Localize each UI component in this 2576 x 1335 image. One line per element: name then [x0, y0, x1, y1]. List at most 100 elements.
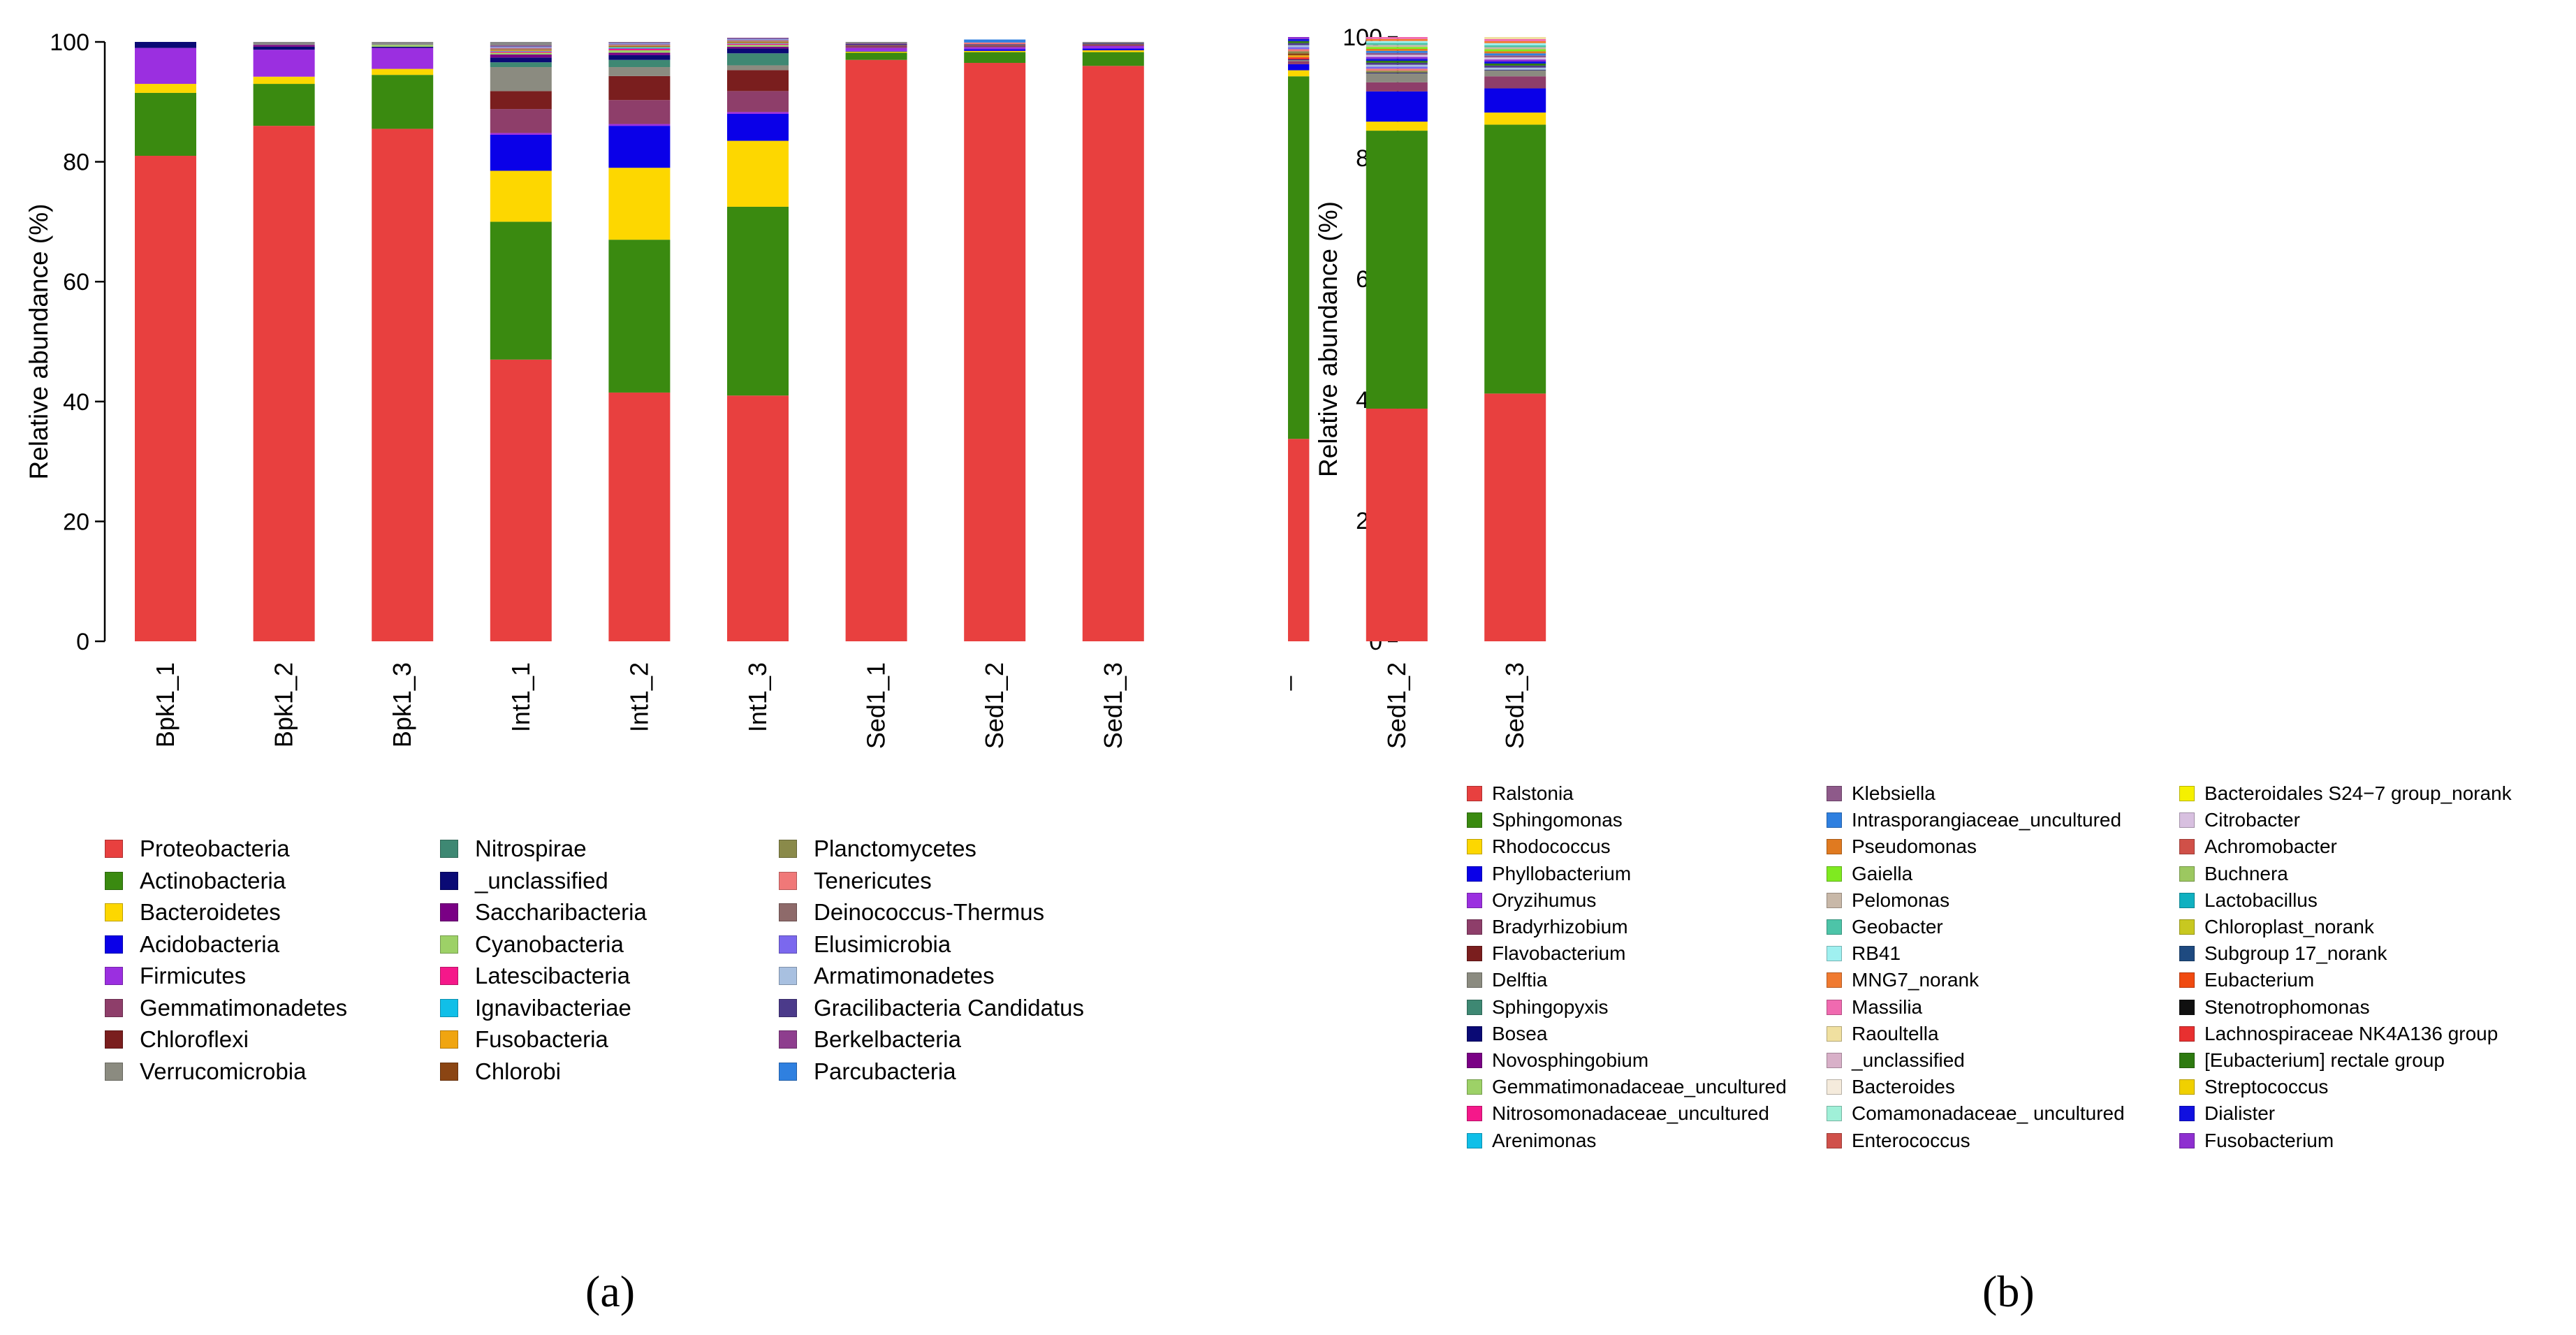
- legend-swatch: [1467, 972, 1482, 989]
- bar-segment-firmicutes-sed1-2: [964, 47, 1026, 50]
- legend-swatch: [1827, 866, 1842, 882]
- legend-label: Sphingomonas: [1492, 809, 1623, 831]
- legend-item: Citrobacter: [2179, 809, 2300, 831]
- bar-segment-firmicutes-bpk1-3: [372, 48, 434, 69]
- legend-item: Sphingopyxis: [1467, 996, 1609, 1019]
- bar-segment-sphingomonas-sed1-3: [1484, 124, 1546, 394]
- bar-segment-rhodococcus-sed1-1: [1288, 70, 1310, 77]
- bar-segment-other-taxa: [1484, 45, 1546, 48]
- legend-label: Dialister: [2204, 1102, 2276, 1125]
- bar-segment-planctomycetes-int1-3: [727, 41, 789, 42]
- legend-label: Bradyrhizobium: [1492, 916, 1628, 938]
- legend-swatch: [1827, 946, 1842, 962]
- bar-segment-ignavibacteriae-int1-2: [608, 47, 671, 49]
- bar-segment-other-taxa: [1366, 50, 1428, 53]
- bar-segment-gracilibacteria-candidatus-int1-3: [727, 38, 789, 39]
- x-category-label-bpk1-1: Bpk1_1: [151, 662, 180, 747]
- legend-label: Achromobacter: [2204, 836, 2337, 858]
- bar-segment-unclassified-int1-3: [727, 48, 789, 54]
- legend-item: Gracilibacteria Candidatus: [779, 995, 1084, 1021]
- bar-segment-other-taxa: [1288, 57, 1310, 60]
- bar-segment-unclassified-bpk1-2: [253, 46, 315, 50]
- legend-item: Bacteroidales S24−7 group_norank: [2179, 782, 2512, 805]
- legend-swatch: [2179, 999, 2195, 1015]
- legend-swatch: [105, 998, 123, 1017]
- legend-swatch: [1467, 1053, 1482, 1068]
- legend-item: Intrasporangiaceae_uncultured: [1827, 809, 2121, 831]
- bar-segment-other-taxa: [1288, 49, 1310, 52]
- legend-item: Tenericutes: [779, 868, 932, 894]
- bar-segment-other-taxa: [1366, 61, 1428, 63]
- legend-swatch: [1827, 972, 1842, 989]
- bar-segment-other-taxa: [1484, 57, 1546, 60]
- legend-swatch: [105, 1030, 123, 1049]
- legend-swatch: [105, 967, 123, 985]
- bar-segment-bacteroidetes-sed1-1: [845, 51, 907, 53]
- bar-segment-other-taxa: [1366, 43, 1428, 45]
- legend-item: Latescibacteria: [440, 963, 630, 989]
- legend-label: Bacteroidetes: [140, 899, 281, 925]
- legend-item: Fusobacteria: [440, 1026, 608, 1053]
- bar-segment-ralstonia-sed1-3: [1484, 393, 1546, 641]
- legend-item: Eubacterium: [2179, 969, 2314, 991]
- bar-segment-other-taxa: [1484, 43, 1546, 45]
- bar-segment-other-taxa: [1366, 38, 1428, 41]
- bar-segment-fusobacteria-int1-1: [490, 50, 552, 51]
- legend-label: Intrasporangiaceae_uncultured: [1852, 809, 2122, 831]
- legend-item: Gemmatimonadetes: [105, 995, 347, 1021]
- legend-item: Massilia: [1827, 996, 1922, 1019]
- bar-segment-other-taxa: [1484, 38, 1546, 41]
- legend-item: Deinococcus-Thermus: [779, 899, 1044, 926]
- legend-item: Bacteroides: [1827, 1076, 1955, 1098]
- bar-segment-other-taxa: [1366, 45, 1428, 48]
- legend-swatch: [1827, 1026, 1842, 1042]
- bar-segment-gemmatimonadetes-int1-1: [490, 109, 552, 133]
- legend-label: Oryzihumus: [1492, 889, 1597, 911]
- legend-item: Ralstonia: [1467, 782, 1574, 805]
- bar-segment-saccharibacteria-sed1-1: [845, 43, 907, 45]
- bar-segment-verrucomicrobia-sed1-3: [1082, 43, 1144, 45]
- bar-segment-other-taxa: [372, 42, 434, 45]
- legend-swatch: [440, 967, 458, 985]
- legend-label: Ralstonia: [1492, 782, 1574, 804]
- legend-label: Gemmatimonadaceae_uncultured: [1492, 1076, 1787, 1098]
- legend-label: Massilia: [1852, 995, 1923, 1018]
- bar-segment-acidobacteria-sed1-2: [964, 49, 1026, 51]
- bar-segment-other-taxa: [1484, 67, 1546, 70]
- bar-segment-armatimonadetes-int1-3: [727, 38, 789, 40]
- legend-b: Ralstonia Sphingomonas Rhodococcus Phylloba…: [1467, 782, 2576, 1160]
- legend-label: Gaiella: [1852, 862, 1913, 884]
- legend-item: Sphingomonas: [1467, 809, 1623, 831]
- bar-segment-other-taxa: [1484, 61, 1546, 64]
- legend-item: Chloroplast_norank: [2179, 916, 2374, 938]
- bar-segment-unclassified-bpk1-1: [135, 42, 196, 48]
- bar-segment-elusimicrobia-int1-3: [727, 39, 789, 41]
- bar-segment-other-taxa: [1366, 64, 1428, 67]
- bar-segment-chloroflexi-int1-3: [727, 70, 789, 92]
- bar-segment-other-taxa: [1366, 41, 1428, 43]
- bar-segment-other-taxa: [1366, 62, 1428, 65]
- bar-segment-bacteroidetes-int1-3: [727, 140, 789, 207]
- legend-label: Eubacterium: [2204, 969, 2315, 991]
- bar-segment-rhodococcus-sed1-2: [1366, 122, 1428, 131]
- legend-label: Phyllobacterium: [1492, 862, 1632, 884]
- legend-swatch: [2179, 839, 2195, 855]
- legend-label: Fusobacteria: [475, 1026, 608, 1052]
- bar-segment-gemmatimonadetes-sed1-2: [964, 46, 1026, 48]
- legend-item: Klebsiella: [1827, 782, 1935, 805]
- legend-item: Dialister: [2179, 1102, 2275, 1125]
- bar-segment-other-taxa: [1366, 52, 1428, 55]
- bar-segment-bacteroidetes-bpk1-3: [372, 68, 434, 75]
- legend-item: Gemmatimonadaceae_uncultured: [1467, 1076, 1787, 1098]
- bar-segment-other-taxa: [1288, 51, 1310, 54]
- legend-swatch: [440, 935, 458, 954]
- legend-swatch: [1827, 786, 1842, 801]
- bar-segment-deinococcus-thermus-int1-1: [490, 48, 552, 49]
- x-category-label-sed1-2: Sed1_2: [1382, 662, 1411, 749]
- legend-label: Subgroup 17_norank: [2204, 942, 2387, 965]
- chart-a-relative-abundance-phylum: 0 20 40 60 80 100 Relative abundance (%) Bpk1_1…: [24, 29, 1144, 749]
- legend-item: Saccharibacteria: [440, 899, 647, 926]
- bar-segment-other-taxa: [1366, 68, 1428, 71]
- legend-swatch: [779, 1062, 797, 1081]
- bar-segment-chlorobi-int1-2: [608, 46, 671, 47]
